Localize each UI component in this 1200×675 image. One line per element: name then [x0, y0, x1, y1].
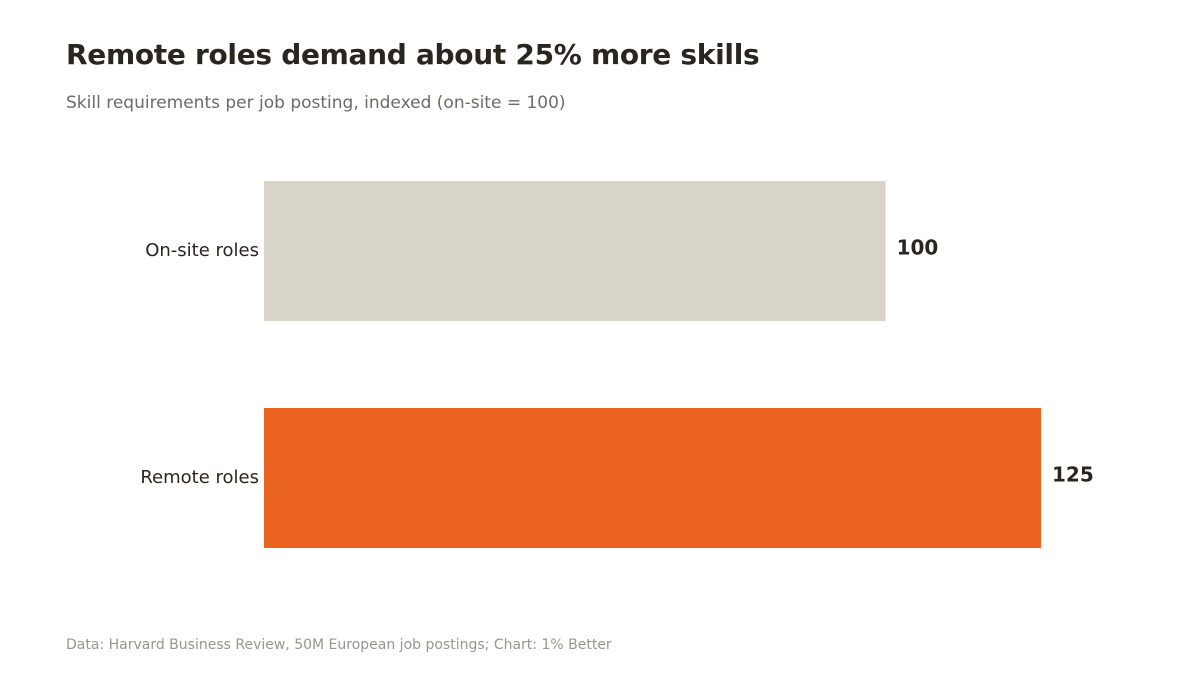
bar-on-site-roles: [264, 181, 886, 321]
category-label-on-site-roles: On-site roles: [145, 240, 259, 261]
chart-subtitle: Skill requirements per job posting, inde…: [66, 93, 566, 113]
source-note: Data: Harvard Business Review, 50M Europ…: [66, 637, 612, 653]
bar-remote-roles: [264, 408, 1041, 548]
value-label-remote-roles: 125: [1052, 463, 1094, 487]
chart-title: Remote roles demand about 25% more skill…: [66, 38, 760, 71]
value-label-on-site-roles: 100: [897, 236, 939, 260]
category-label-remote-roles: Remote roles: [140, 467, 259, 488]
